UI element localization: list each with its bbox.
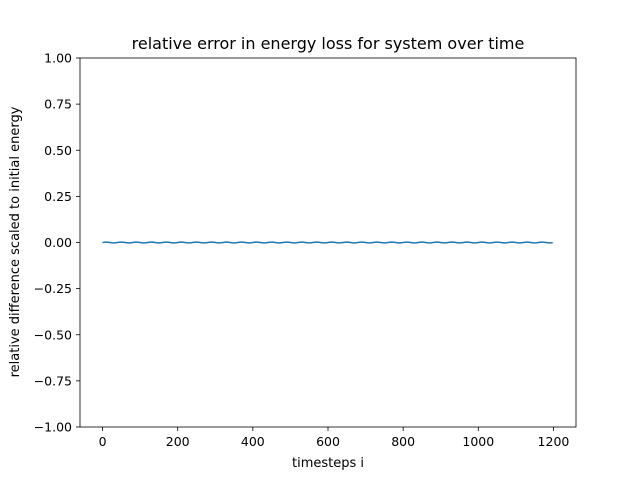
x-tick-label: 400 <box>241 434 265 449</box>
chart-title: relative error in energy loss for system… <box>132 34 525 53</box>
y-tick-label: −0.75 <box>34 373 72 388</box>
x-tick-label: 1200 <box>538 434 570 449</box>
x-tick-label: 600 <box>316 434 340 449</box>
x-tick-label: 1000 <box>462 434 494 449</box>
y-tick-label: 0.00 <box>44 235 72 250</box>
plot-area <box>79 57 577 428</box>
y-axis: −1.00 −0.75 −0.50 −0.25 0.00 0.25 0.50 0.75 1.00 <box>34 51 80 435</box>
y-tick-label: 0.75 <box>44 97 72 112</box>
y-tick-label: 1.00 <box>44 51 72 66</box>
x-tick-label: 0 <box>99 434 107 449</box>
x-axis-label: timesteps i <box>292 456 364 471</box>
series-line-0 <box>102 241 553 244</box>
y-tick-label: −0.50 <box>34 327 72 342</box>
y-tick-label: −0.25 <box>34 281 72 296</box>
y-tick-label: −1.00 <box>34 420 72 435</box>
y-axis-label: relative difference scaled to initial en… <box>8 106 23 377</box>
y-tick-label: 0.25 <box>44 189 72 204</box>
x-tick-label: 200 <box>166 434 190 449</box>
x-tick-label: 800 <box>391 434 415 449</box>
x-axis: 0 200 400 600 800 1000 1200 <box>99 427 570 449</box>
y-tick-label: 0.50 <box>44 143 72 158</box>
